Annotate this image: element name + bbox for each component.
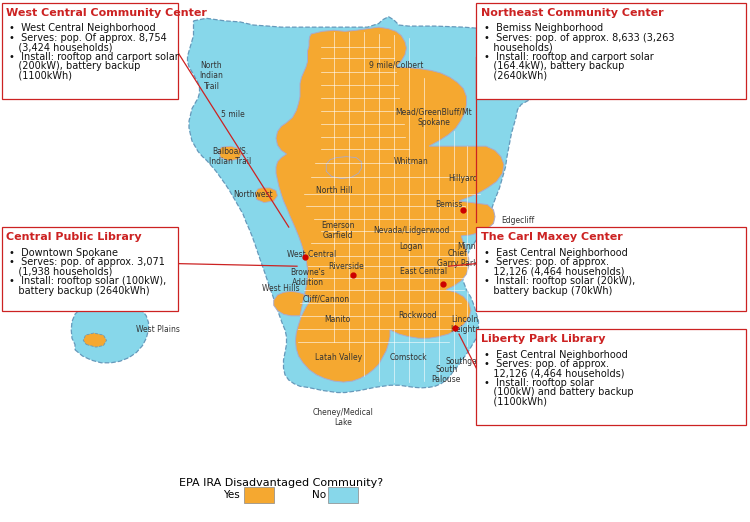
Text: No: No <box>312 490 326 500</box>
Text: Northeast Community Center: Northeast Community Center <box>481 8 663 18</box>
Text: (100kW) and battery backup: (100kW) and battery backup <box>484 387 633 397</box>
Text: (1,938 households): (1,938 households) <box>9 267 112 277</box>
Text: North
Indian
Trail: North Indian Trail <box>200 61 223 91</box>
Polygon shape <box>83 333 106 347</box>
Text: Cliff/Cannon: Cliff/Cannon <box>303 294 350 303</box>
Text: Yes: Yes <box>224 490 240 500</box>
Text: West Plains: West Plains <box>136 325 179 335</box>
Text: •  Serves: pop. of approx. 8,633 (3,263: • Serves: pop. of approx. 8,633 (3,263 <box>484 33 674 43</box>
Polygon shape <box>219 146 242 161</box>
Text: Whitman: Whitman <box>394 157 428 167</box>
Text: Nevada/Lidgerwood: Nevada/Lidgerwood <box>373 226 449 235</box>
Bar <box>328 487 358 503</box>
Text: •  East Central Neighborhood: • East Central Neighborhood <box>484 248 628 258</box>
Text: (3,424 households): (3,424 households) <box>9 42 112 52</box>
Bar <box>2 3 178 99</box>
Text: battery backup (2640kWh): battery backup (2640kWh) <box>9 286 149 295</box>
Text: Chief
Garry Park: Chief Garry Park <box>437 248 478 268</box>
Text: •  Serves: pop. of approx. 3,071: • Serves: pop. of approx. 3,071 <box>9 257 165 267</box>
Text: •  Serves: pop. of approx.: • Serves: pop. of approx. <box>484 359 609 369</box>
Text: Latah Valley: Latah Valley <box>316 353 362 362</box>
Text: •  Install: rooftop and carport solar: • Install: rooftop and carport solar <box>9 52 178 62</box>
Text: Northwest: Northwest <box>234 189 273 199</box>
Text: The Carl Maxey Center: The Carl Maxey Center <box>481 232 622 242</box>
Text: Lincoln
Heights: Lincoln Heights <box>450 315 480 335</box>
Text: Logan: Logan <box>400 242 423 251</box>
Text: 12,126 (4,464 households): 12,126 (4,464 households) <box>484 267 624 277</box>
Text: •  Install: rooftop solar (20kW),: • Install: rooftop solar (20kW), <box>484 276 635 286</box>
Text: Southgate: Southgate <box>446 357 485 366</box>
Text: •  Serves: pop. of approx.: • Serves: pop. of approx. <box>484 257 609 267</box>
Text: •  Downtown Spokane: • Downtown Spokane <box>9 248 118 258</box>
Text: Riverside: Riverside <box>328 262 364 271</box>
Polygon shape <box>255 188 278 203</box>
Text: West Central: West Central <box>286 250 336 259</box>
Text: 5 mile: 5 mile <box>220 110 245 120</box>
Text: Edgecliff: Edgecliff <box>501 216 534 225</box>
Text: EPA IRA Disadvantaged Community?: EPA IRA Disadvantaged Community? <box>179 478 383 489</box>
Text: households): households) <box>484 42 553 52</box>
Bar <box>476 227 746 311</box>
Text: Balboa/S.
Indian Trail: Balboa/S. Indian Trail <box>209 147 251 167</box>
Text: East Central: East Central <box>400 267 447 276</box>
Text: •  West Central Neighborhood: • West Central Neighborhood <box>9 23 156 33</box>
Polygon shape <box>188 17 548 393</box>
Text: 9 mile/Colbert: 9 mile/Colbert <box>369 61 423 70</box>
Text: •  Bemiss Neighborhood: • Bemiss Neighborhood <box>484 23 603 33</box>
Text: Hillyard: Hillyard <box>448 174 478 183</box>
Text: •  Install: rooftop and carport solar: • Install: rooftop and carport solar <box>484 52 653 62</box>
Text: •  East Central Neighborhood: • East Central Neighborhood <box>484 350 628 360</box>
Text: Bemiss: Bemiss <box>435 200 462 209</box>
Text: Mead/GreenBluff/Mt
Spokane: Mead/GreenBluff/Mt Spokane <box>395 108 472 127</box>
Text: Rockwood: Rockwood <box>398 311 437 321</box>
Text: Browne's
Addition: Browne's Addition <box>290 268 325 288</box>
Text: (164.4kW), battery backup: (164.4kW), battery backup <box>484 61 624 71</box>
Text: Central Public Library: Central Public Library <box>6 232 142 242</box>
Polygon shape <box>274 27 504 382</box>
Text: Comstock: Comstock <box>390 353 427 362</box>
Text: Cheney/Medical
Lake: Cheney/Medical Lake <box>312 408 374 428</box>
Text: South
Palouse: South Palouse <box>431 364 461 384</box>
Text: (1100kWh): (1100kWh) <box>9 70 72 80</box>
Text: •  Serves: pop. Of approx. 8,754: • Serves: pop. Of approx. 8,754 <box>9 33 166 43</box>
Bar <box>244 487 274 503</box>
Text: •  Install: rooftop solar (100kW),: • Install: rooftop solar (100kW), <box>9 276 166 286</box>
Text: (200kW), battery backup: (200kW), battery backup <box>9 61 140 71</box>
Polygon shape <box>326 157 362 179</box>
Polygon shape <box>71 299 148 363</box>
Text: Liberty Park Library: Liberty Park Library <box>481 334 605 344</box>
Text: North Hill: North Hill <box>316 186 352 195</box>
Text: 12,126 (4,464 households): 12,126 (4,464 households) <box>484 369 624 378</box>
Text: •  Install: rooftop solar: • Install: rooftop solar <box>484 378 593 388</box>
Text: West Hills: West Hills <box>262 283 299 293</box>
Text: (2640kWh): (2640kWh) <box>484 70 547 80</box>
Text: battery backup (70kWh): battery backup (70kWh) <box>484 286 612 295</box>
Bar <box>2 227 178 311</box>
Text: Manito: Manito <box>324 315 350 324</box>
Bar <box>476 329 746 425</box>
Text: (1100kWh): (1100kWh) <box>484 397 547 407</box>
Text: Emerson
Garfield: Emerson Garfield <box>321 221 354 241</box>
Text: Minnehaha: Minnehaha <box>458 242 500 251</box>
Text: West Central Community Center: West Central Community Center <box>6 8 207 18</box>
Bar <box>476 3 746 99</box>
